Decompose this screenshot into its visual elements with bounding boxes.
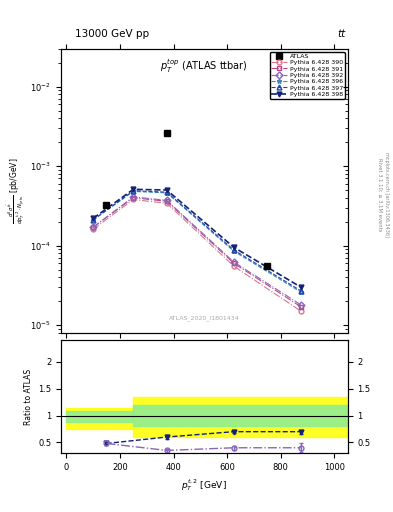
Text: $p_T^{top}$ (ATLAS ttbar): $p_T^{top}$ (ATLAS ttbar): [160, 57, 248, 75]
Pythia 6.428 391: [131, 195, 136, 201]
Pythia 6.428 391: [164, 198, 169, 204]
Pythia 6.428 397: [131, 187, 136, 194]
Pythia 6.428 397: [91, 217, 95, 223]
Pythia 6.428 391: [91, 224, 95, 230]
Pythia 6.428 398: [91, 215, 95, 221]
Line: Pythia 6.428 390: Pythia 6.428 390: [91, 197, 303, 313]
Pythia 6.428 392: [164, 197, 169, 203]
Text: 13000 GeV pp: 13000 GeV pp: [75, 29, 149, 39]
Pythia 6.428 390: [231, 263, 236, 269]
Line: Pythia 6.428 397: Pythia 6.428 397: [91, 188, 303, 293]
Pythia 6.428 391: [299, 304, 303, 310]
Pythia 6.428 391: [231, 260, 236, 266]
Pythia 6.428 397: [231, 247, 236, 253]
ATLAS: [265, 263, 270, 269]
Text: tt: tt: [338, 29, 346, 39]
Pythia 6.428 390: [91, 226, 95, 232]
ATLAS: [164, 130, 169, 136]
Text: ATLAS_2020_I1801434: ATLAS_2020_I1801434: [169, 316, 240, 322]
ATLAS: [104, 202, 109, 208]
Line: Pythia 6.428 391: Pythia 6.428 391: [91, 195, 303, 309]
Pythia 6.428 392: [131, 194, 136, 200]
Pythia 6.428 390: [164, 200, 169, 206]
Line: Pythia 6.428 392: Pythia 6.428 392: [91, 195, 303, 307]
Pythia 6.428 392: [299, 302, 303, 308]
Pythia 6.428 396: [91, 217, 95, 223]
Y-axis label: Ratio to ATLAS: Ratio to ATLAS: [24, 369, 33, 425]
Y-axis label: $\frac{d^2\sigma^{t\bar{t}}}{dp_T^{t,2} \cdot N_{jets}}$ [pb/GeV]: $\frac{d^2\sigma^{t\bar{t}}}{dp_T^{t,2} …: [6, 158, 28, 224]
Pythia 6.428 398: [131, 186, 136, 193]
Line: Pythia 6.428 398: Pythia 6.428 398: [91, 187, 303, 290]
Pythia 6.428 396: [164, 190, 169, 196]
Pythia 6.428 396: [231, 248, 236, 254]
Pythia 6.428 397: [299, 288, 303, 294]
Pythia 6.428 396: [299, 289, 303, 295]
X-axis label: $p_T^{t,2}$ [GeV]: $p_T^{t,2}$ [GeV]: [182, 477, 227, 493]
Pythia 6.428 398: [164, 187, 169, 193]
Pythia 6.428 392: [91, 224, 95, 230]
Pythia 6.428 390: [299, 308, 303, 314]
Pythia 6.428 390: [131, 197, 136, 203]
Pythia 6.428 392: [231, 259, 236, 265]
Legend: ATLAS, Pythia 6.428 390, Pythia 6.428 391, Pythia 6.428 392, Pythia 6.428 396, P: ATLAS, Pythia 6.428 390, Pythia 6.428 39…: [270, 52, 345, 99]
Text: Rivet 3.1.10; ≥ 3.1M events: Rivet 3.1.10; ≥ 3.1M events: [377, 158, 382, 231]
Text: mcplots.cern.ch [arXiv:1306.3436]: mcplots.cern.ch [arXiv:1306.3436]: [384, 152, 389, 237]
Pythia 6.428 398: [231, 244, 236, 250]
Line: ATLAS: ATLAS: [103, 130, 271, 270]
Line: Pythia 6.428 396: Pythia 6.428 396: [91, 189, 303, 294]
Pythia 6.428 398: [299, 284, 303, 290]
Pythia 6.428 396: [131, 188, 136, 195]
Pythia 6.428 397: [164, 189, 169, 195]
